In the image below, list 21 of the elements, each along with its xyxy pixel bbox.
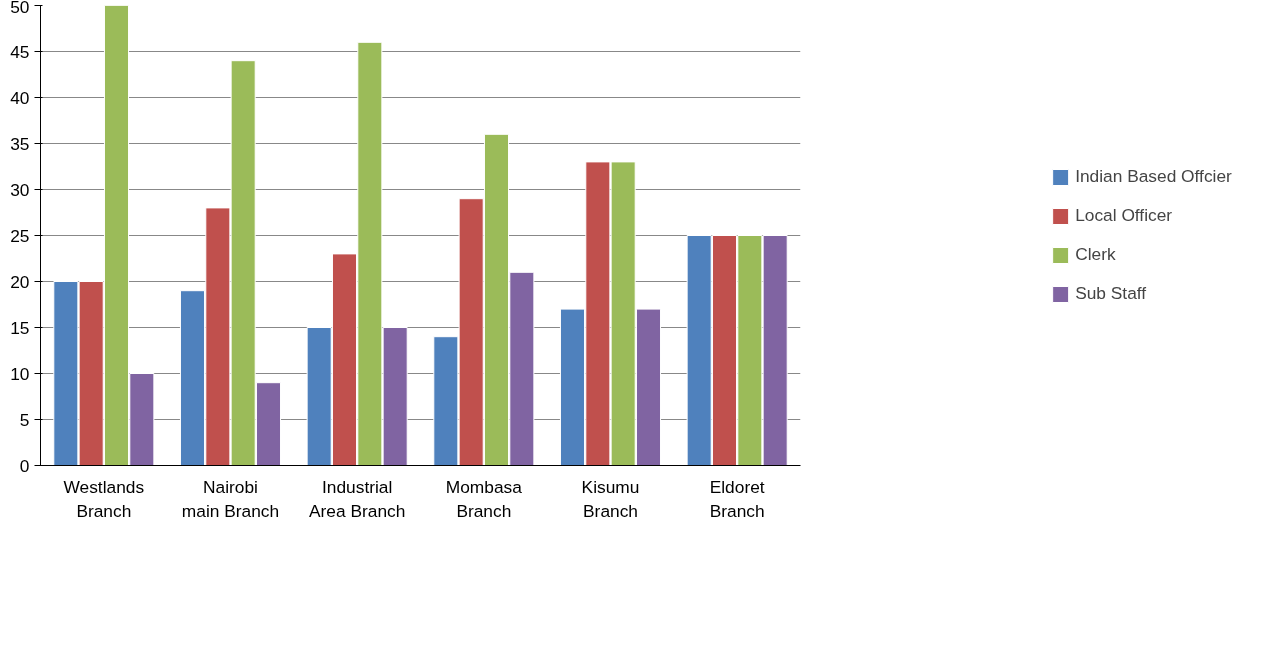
y-tick-label: 0 [19, 455, 30, 476]
y-tick-label: 40 [10, 87, 30, 108]
legend-label: Clerk [1075, 244, 1116, 265]
legend-label: Indian Based Offcier [1075, 166, 1232, 187]
y-tick-label: 15 [10, 317, 30, 338]
legend-label: Sub Staff [1075, 283, 1147, 304]
x-tick-label: Kisumu Branch [581, 476, 640, 521]
x-tick-label: Westlands Branch [63, 476, 145, 521]
y-tick-label: 5 [19, 409, 30, 430]
x-tick-label: Eldoret Branch [709, 476, 765, 521]
y-tick-label: 25 [10, 225, 30, 246]
legend-label: Local Officer [1075, 205, 1173, 226]
y-tick-label: 50 [10, 0, 30, 17]
y-tick-label: 35 [10, 133, 30, 154]
y-tick-label: 45 [10, 41, 30, 62]
y-tick-label: 10 [10, 363, 30, 384]
y-tick-label: 30 [10, 179, 30, 200]
y-tick-label: 20 [10, 271, 30, 292]
x-tick-label: Industrial Area Branch [309, 476, 406, 521]
x-tick-label: Mombasa Branch [445, 476, 523, 521]
x-tick-label: Nairobi main Branch [181, 476, 280, 521]
